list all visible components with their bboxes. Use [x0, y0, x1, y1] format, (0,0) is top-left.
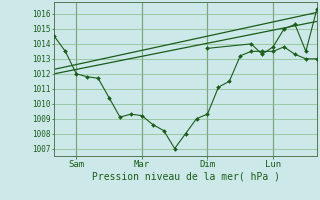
X-axis label: Pression niveau de la mer( hPa ): Pression niveau de la mer( hPa ) — [92, 172, 280, 182]
